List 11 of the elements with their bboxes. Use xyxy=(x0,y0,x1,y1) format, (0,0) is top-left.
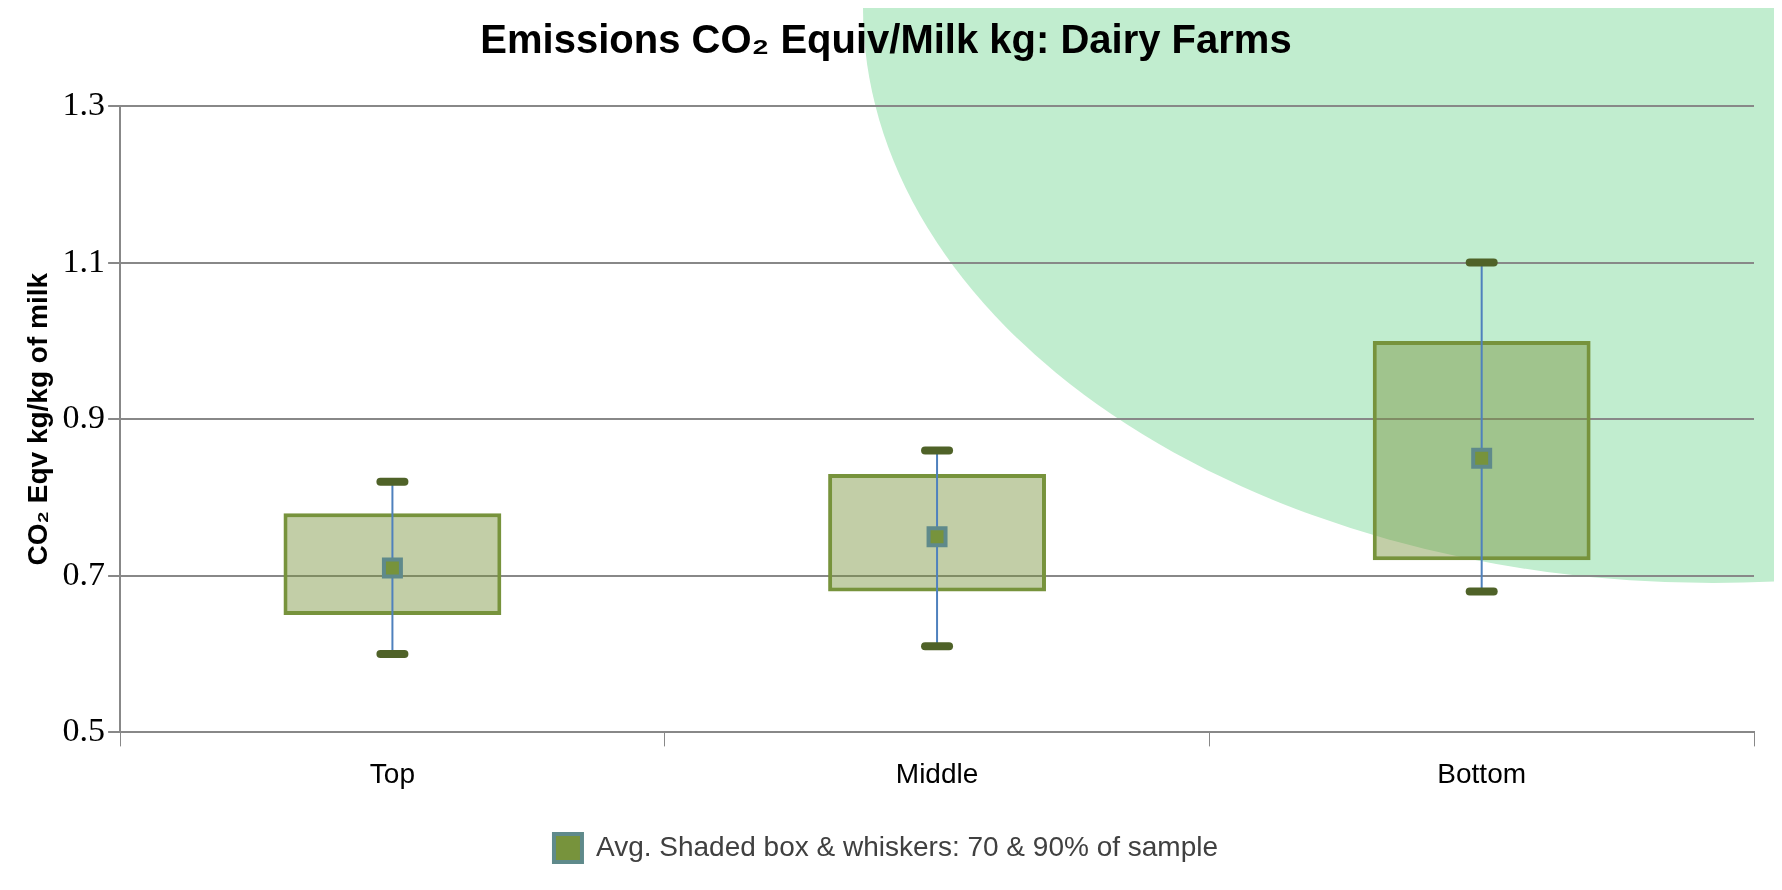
y-tick-label: 0.5 xyxy=(62,711,106,749)
y-tick-label: 0.7 xyxy=(62,554,106,592)
y-tick-label: 1.1 xyxy=(62,241,106,279)
x-tick-label: Top xyxy=(369,757,415,789)
y-axis-title: CO₂ Eqv kg/kg of milk xyxy=(21,272,53,566)
x-tick-label: Bottom xyxy=(1437,757,1527,789)
y-tick-label: 1.3 xyxy=(62,84,106,122)
y-tick-label: 0.9 xyxy=(62,398,106,436)
x-tick-label: Middle xyxy=(895,757,979,789)
legend-label: Avg. Shaded box & whiskers: 70 & 90% of sample xyxy=(595,830,1219,862)
chart-title: Emissions CO₂ Equiv/Milk kg: Dairy Farms xyxy=(480,17,1292,62)
